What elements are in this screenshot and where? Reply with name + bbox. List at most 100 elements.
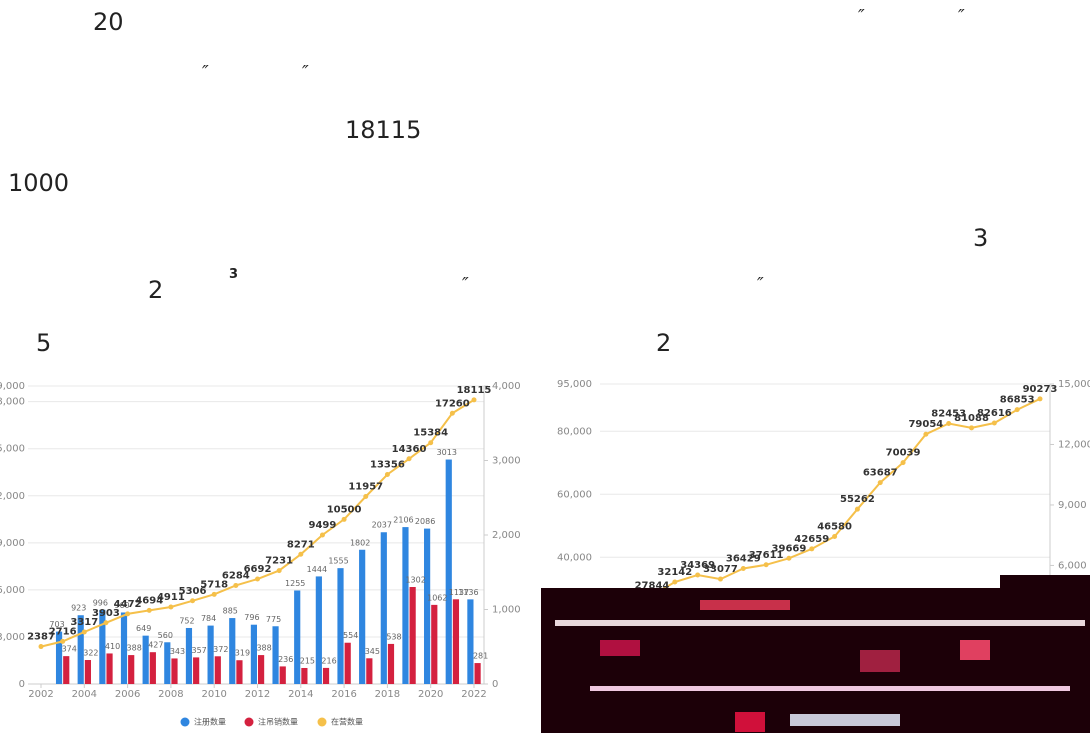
- bar-value-label: 885: [223, 607, 238, 616]
- text-fragment: 1000: [8, 169, 70, 197]
- y-tick-label: 12,000: [0, 491, 25, 502]
- corrupted-region: [541, 575, 1090, 733]
- bar-value-label: 1255: [285, 579, 305, 588]
- line-value-label: 42659: [794, 534, 829, 545]
- bar-value-label: 345: [365, 647, 380, 656]
- bar-value-label: 752: [179, 616, 194, 625]
- line-point: [763, 562, 769, 568]
- bar-value-label: 554: [343, 631, 358, 640]
- bar: [258, 655, 265, 684]
- bar: [344, 642, 351, 684]
- line-point: [428, 440, 434, 446]
- line-point: [809, 546, 815, 552]
- line-value-label: 13356: [370, 460, 405, 471]
- y2-tick-label: 4,000: [492, 381, 521, 392]
- x-tick-label: 2006: [115, 689, 140, 700]
- x-tick-label: 2018: [375, 689, 400, 700]
- line-point: [672, 579, 678, 585]
- text-fragment: ″: [302, 62, 309, 83]
- line-point: [406, 456, 412, 462]
- bar: [474, 663, 481, 684]
- line-value-label: 4694: [135, 595, 163, 606]
- text-fragment: 3: [229, 267, 239, 282]
- bar-value-label: 960: [114, 601, 129, 610]
- line-point: [341, 516, 347, 522]
- line-value-label: 46580: [817, 522, 852, 533]
- line-point: [740, 565, 746, 571]
- bar: [84, 660, 91, 684]
- line-value-label: 37611: [749, 550, 784, 561]
- x-tick-label: 2016: [331, 689, 356, 700]
- line-point: [449, 410, 455, 416]
- line-value-label: 6284: [222, 570, 250, 581]
- bar: [120, 612, 128, 684]
- text-fragment: ″: [202, 62, 209, 83]
- line-value-label: 3903: [92, 608, 120, 619]
- bar-value-label: 2037: [372, 521, 392, 530]
- bar: [279, 666, 286, 684]
- y-tick-label: 3,000: [0, 632, 25, 643]
- line-value-label: 5306: [179, 586, 207, 597]
- bar: [77, 615, 84, 684]
- line-value-label: 81088: [954, 413, 989, 424]
- bar: [322, 667, 330, 684]
- line-point: [946, 421, 952, 427]
- bar: [99, 609, 106, 684]
- line-value-label: 32142: [657, 567, 692, 578]
- line-point: [168, 604, 174, 610]
- bar: [164, 642, 171, 684]
- bar: [315, 576, 322, 684]
- bar-value-label: 216: [321, 656, 336, 665]
- y2-tick-label: 3,000: [492, 456, 521, 467]
- legend-swatch: [317, 717, 327, 727]
- y-tick-label: 0: [19, 679, 25, 690]
- y-tick-label: 6,000: [0, 585, 25, 596]
- bar: [424, 528, 431, 684]
- y-tick-label: 15,000: [0, 444, 25, 455]
- line-value-label: 17260: [435, 398, 470, 409]
- x-tick-label: 2004: [72, 689, 97, 700]
- bar-value-label: 236: [278, 655, 293, 664]
- bar: [294, 590, 301, 684]
- line-value-label: 70039: [886, 448, 921, 459]
- bar-value-label: 322: [83, 649, 98, 658]
- bar-value-label: 703: [49, 620, 64, 629]
- bar-value-label: 319: [235, 649, 250, 658]
- line-point: [695, 572, 701, 578]
- bar-value-label: 996: [93, 598, 108, 607]
- bar: [387, 643, 395, 684]
- bar-value-label: 343: [170, 647, 185, 656]
- line-point: [276, 568, 282, 574]
- line-value-label: 11957: [348, 481, 383, 492]
- bar: [301, 667, 308, 684]
- line-value-label: 8271: [287, 539, 315, 550]
- line-point: [38, 644, 44, 650]
- y-tick-label: 9,000: [0, 538, 25, 549]
- y-tick-label: 19,000: [0, 381, 25, 392]
- y2-tick-label: 1,000: [492, 605, 521, 616]
- line-value-label: 63687: [863, 468, 898, 479]
- line-value-label: 2716: [49, 626, 77, 637]
- bar-value-label: 649: [136, 624, 151, 633]
- bar-value-label: 2106: [393, 516, 413, 525]
- bar: [250, 624, 257, 684]
- legend-label: 注册数量: [194, 717, 226, 727]
- x-tick-label: 2014: [288, 689, 313, 700]
- y2-tick-label: 0: [492, 679, 498, 690]
- bar-value-label: 1444: [307, 565, 327, 574]
- line-point: [900, 460, 906, 466]
- line-value-label: 4911: [157, 592, 185, 603]
- bar-value-label: 2086: [415, 517, 435, 526]
- text-fragment: ″: [757, 274, 764, 295]
- bar: [149, 652, 156, 684]
- bar-value-label: 560: [158, 631, 173, 640]
- bar: [171, 658, 178, 684]
- line-point: [717, 576, 723, 582]
- text-fragment: 2: [656, 329, 672, 357]
- text-fragment: 5: [36, 329, 52, 357]
- y-tick-label: 95,000: [557, 379, 592, 390]
- line-point: [384, 472, 390, 478]
- bar-value-label: 215: [300, 656, 315, 665]
- legend-label: 在营数量: [331, 717, 363, 727]
- y2-tick-label: 12,000: [1058, 439, 1090, 450]
